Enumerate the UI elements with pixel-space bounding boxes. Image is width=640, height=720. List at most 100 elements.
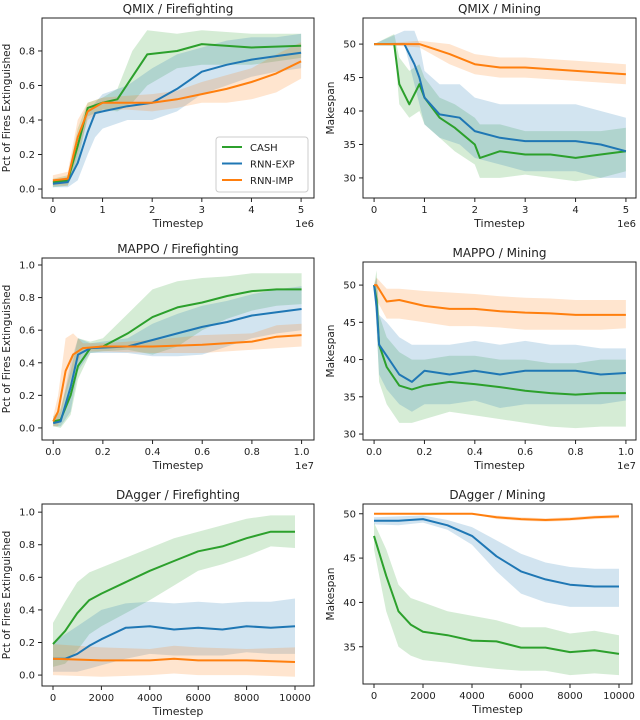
axes-frame (362, 17, 637, 199)
line-cash (374, 43, 627, 159)
line-rnn-exp (53, 625, 296, 660)
band-rnn-imp (374, 40, 626, 85)
subplot-1: 0 1 2 3 4 5 0.0 0.2 0.4 0.6 0.8 QMIX / Firefighting… (1, 2, 315, 230)
axes-frame (362, 261, 637, 441)
x-tick-label: 0.2 (416, 447, 432, 458)
axes-frame (41, 503, 315, 687)
band-cash (53, 515, 295, 667)
y-tick-label: 45 (343, 318, 356, 329)
y-tick-label: 40 (343, 598, 356, 609)
x-tick-label: 8000 (234, 693, 259, 704)
x-tick-label: 10000 (603, 691, 635, 702)
band-rnn-exp (53, 598, 295, 672)
x-tick-label: 6000 (185, 693, 210, 704)
y-axis-label: Pct of Fires Extinguished (1, 44, 13, 173)
x-offset-label: 1e6 (617, 219, 636, 230)
y-tick-label: 0.6 (19, 81, 35, 92)
x-tick-label: 0.0 (366, 447, 382, 458)
x-tick-label: 6000 (508, 691, 533, 702)
x-tick-label: 0 (50, 205, 56, 216)
line-cash (52, 43, 302, 184)
y-axis-label: Pct of Fires Extinguished (1, 285, 13, 414)
line-rnn-exp (52, 51, 302, 185)
x-tick-label: 1.0 (618, 447, 634, 458)
x-tick-label: 3 (199, 205, 205, 216)
y-tick-label: 50 (343, 40, 356, 51)
y-axis-label: Pct of Fires Extinguished (1, 531, 13, 660)
x-tick-label: 2 (472, 205, 478, 216)
subplot-4: 0.0 0.2 0.4 0.6 0.8 1.0 30 35 40 45 50 MAPPO / Mini… (325, 246, 637, 472)
y-tick-label: 0.6 (19, 326, 35, 337)
line-cash (373, 535, 620, 655)
x-axis-label: Timestep (152, 217, 204, 230)
band-rnn-exp (53, 286, 302, 427)
x-axis-label: Timestep (152, 705, 204, 718)
y-axis-label: Makespan (325, 82, 337, 135)
subplot-title: DAgger / Firefighting (116, 488, 240, 502)
y-tick-label: 1.0 (19, 508, 35, 519)
x-tick-label: 0.0 (45, 447, 61, 458)
band-cash (374, 34, 626, 182)
y-axis-label: Makespan (325, 325, 337, 378)
line-rnn-imp (374, 43, 626, 76)
line-rnn-exp (374, 518, 619, 588)
x-tick-label: 0.4 (145, 447, 161, 458)
y-axis-label: Makespan (325, 568, 337, 621)
line-rnn-exp (373, 284, 626, 383)
y-tick-label: 35 (343, 392, 356, 403)
y-tick-label: 0.6 (19, 573, 35, 584)
band-rnn-imp (53, 323, 302, 427)
x-tick-label: 0.8 (568, 447, 584, 458)
subplot-title: DAgger / Mining (449, 488, 545, 502)
subplot-5: 0 2000 4000 6000 8000 10000 0.0 0.2 0.4 0.6 0.8 1.0… (1, 488, 315, 718)
x-tick-label: 2000 (89, 693, 114, 704)
x-tick-label: 5 (298, 205, 304, 216)
y-tick-label: 1.0 (19, 261, 35, 272)
x-tick-label: 4 (572, 205, 578, 216)
x-tick-label: 0 (371, 691, 377, 702)
x-offset-label: 1e6 (295, 219, 314, 230)
y-tick-label: 0.8 (19, 293, 35, 304)
x-axis-label: Timestep (473, 459, 525, 472)
line-cash (52, 288, 302, 423)
subplot-title: MAPPO / Firefighting (117, 242, 239, 256)
x-tick-label: 4000 (137, 693, 162, 704)
axes-frame (362, 503, 633, 685)
band-rnn-exp (374, 277, 626, 412)
band-rnn-imp (53, 644, 295, 677)
x-tick-label: 0.4 (467, 447, 483, 458)
line-rnn-exp (374, 43, 627, 153)
y-tick-label: 35 (343, 140, 356, 151)
y-tick-label: 0.8 (19, 46, 35, 57)
y-tick-label: 0.0 (19, 423, 35, 434)
axes-frame (41, 257, 315, 441)
x-tick-label: 0.6 (194, 447, 210, 458)
x-tick-label: 0.8 (244, 447, 260, 458)
line-rnn-imp (52, 334, 302, 422)
y-tick-label: 45 (343, 73, 356, 84)
y-tick-label: 30 (343, 173, 356, 184)
line-rnn-imp (374, 512, 620, 521)
subplot-title: MAPPO / Mining (452, 246, 546, 260)
x-tick-label: 8000 (557, 691, 582, 702)
band-rnn-exp (52, 33, 302, 188)
line-rnn-imp (374, 284, 626, 316)
x-axis-label: Timestep (152, 459, 204, 472)
y-tick-label: 0.4 (19, 115, 35, 126)
x-offset-label: 1e7 (295, 461, 314, 472)
line-cash (373, 284, 626, 396)
x-tick-label: 0.2 (95, 447, 111, 458)
x-axis-label: Timestep (471, 703, 523, 716)
y-tick-label: 50 (343, 281, 356, 292)
band-rnn-exp (374, 515, 619, 607)
x-tick-label: 1.0 (294, 447, 310, 458)
x-tick-label: 2 (149, 205, 155, 216)
subplot-title: QMIX / Mining (458, 2, 541, 16)
subplot-title: QMIX / Firefighting (123, 2, 234, 16)
y-tick-label: 0.8 (19, 540, 35, 551)
band-cash (374, 270, 626, 429)
y-tick-label: 45 (343, 554, 356, 565)
x-tick-label: 0.6 (517, 447, 533, 458)
